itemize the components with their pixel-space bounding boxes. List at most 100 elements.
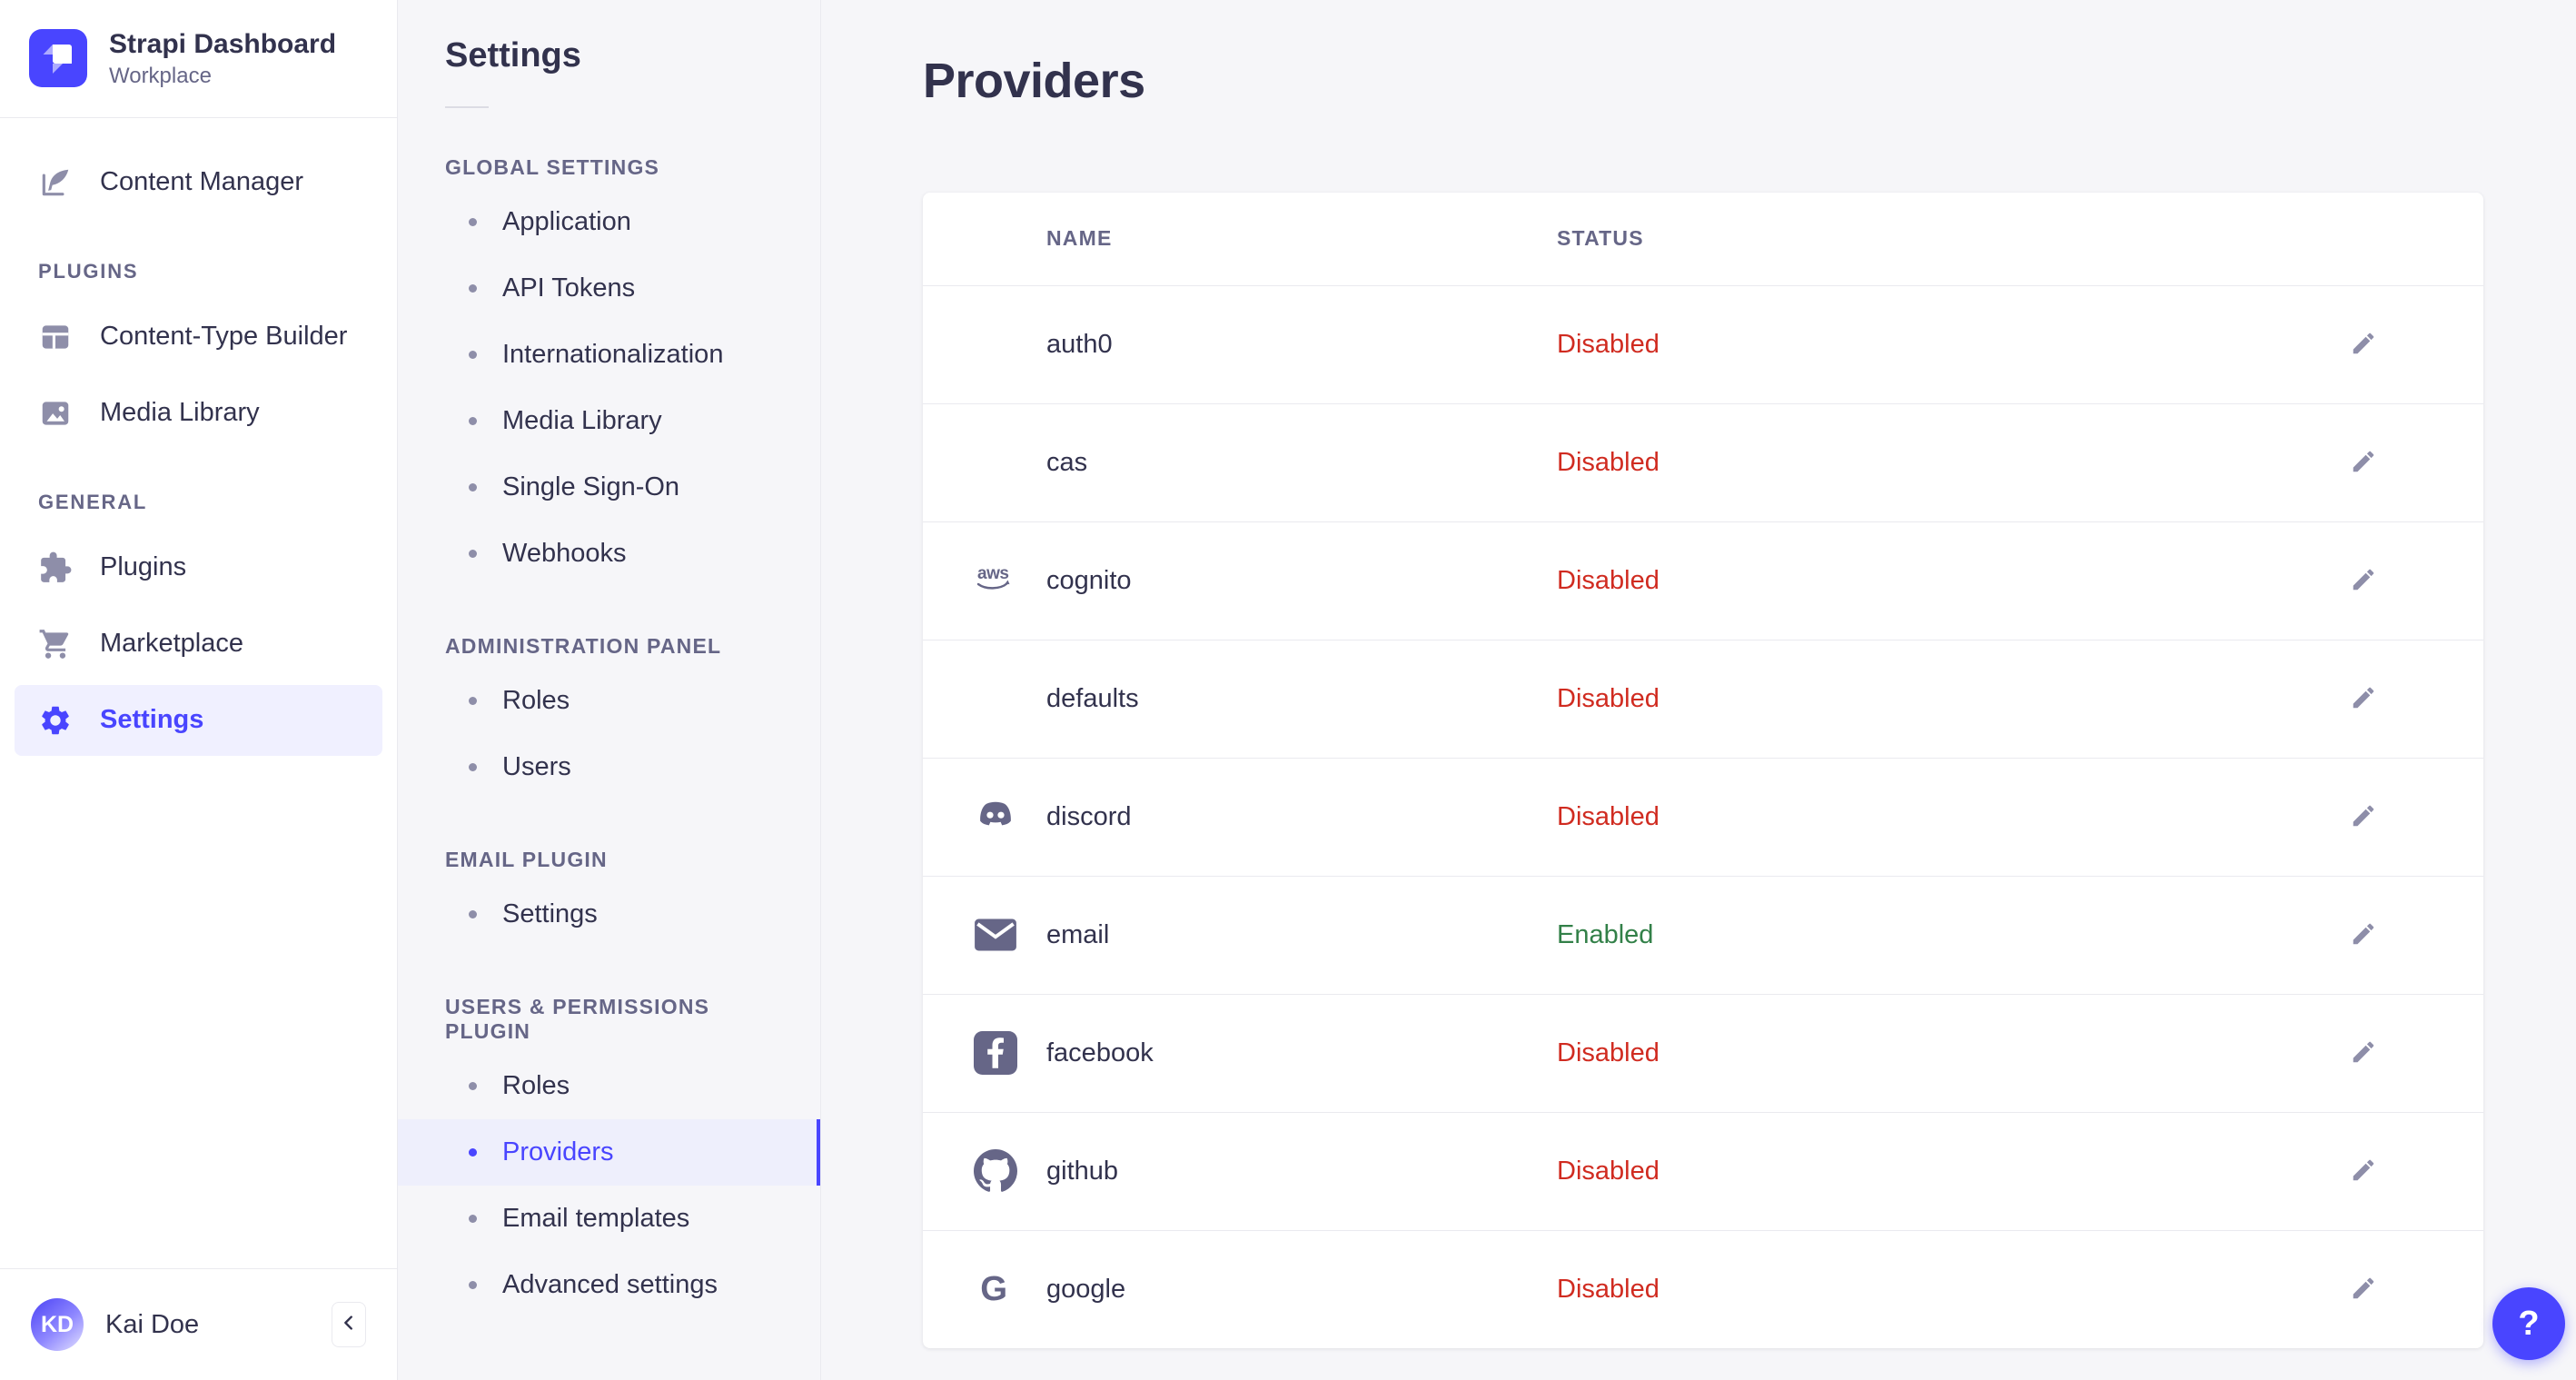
settings-nav-item-media-library[interactable]: Media Library bbox=[398, 388, 820, 454]
sidebar-item-media-library[interactable]: Media Library bbox=[15, 378, 382, 449]
table-row-auth0: auth0 Disabled bbox=[923, 284, 2483, 403]
status-badge: Disabled bbox=[1557, 1037, 1660, 1067]
settings-section-label: EMAIL PLUGIN bbox=[445, 848, 608, 871]
pencil-icon bbox=[2350, 566, 2377, 596]
edit-provider-button[interactable] bbox=[2342, 913, 2385, 957]
avatar[interactable]: KD bbox=[31, 1298, 84, 1351]
sidebar-item-content-manager[interactable]: Content Manager bbox=[15, 147, 382, 218]
collapse-sidebar-button[interactable] bbox=[332, 1302, 366, 1347]
settings-nav-item-roles[interactable]: Roles bbox=[398, 668, 820, 734]
sidebar-item-settings[interactable]: Settings bbox=[15, 684, 382, 756]
settings-nav-item-api-tokens[interactable]: API Tokens bbox=[398, 255, 820, 322]
no-icon bbox=[974, 441, 1017, 484]
table-row-cognito: aws cognito Disabled bbox=[923, 521, 2483, 640]
aws-icon: aws bbox=[974, 559, 1017, 602]
brand: Strapi Dashboard Workplace bbox=[0, 0, 397, 118]
facebook-icon bbox=[974, 1031, 1017, 1075]
bullet-icon bbox=[469, 1281, 477, 1289]
edit-provider-button[interactable] bbox=[2342, 1149, 2385, 1193]
help-button[interactable]: ? bbox=[2492, 1287, 2565, 1360]
no-icon bbox=[974, 323, 1017, 366]
column-header-actions bbox=[2302, 193, 2483, 285]
settings-section-label: USERS & PERMISSIONS PLUGIN bbox=[445, 995, 710, 1043]
provider-name: facebook bbox=[1046, 1037, 1154, 1067]
bullet-icon bbox=[469, 284, 477, 293]
settings-sidebar-title: Settings bbox=[445, 36, 581, 74]
settings-nav-item-advanced-settings[interactable]: Advanced settings bbox=[398, 1252, 820, 1318]
table-row-github: github Disabled bbox=[923, 1111, 2483, 1230]
pencil-icon bbox=[2350, 684, 2377, 714]
edit-provider-button[interactable] bbox=[2342, 559, 2385, 602]
settings-nav-item-internationalization[interactable]: Internationalization bbox=[398, 322, 820, 388]
bullet-icon bbox=[469, 697, 477, 705]
settings-nav: GLOBAL SETTINGS Application API Tokens Inte… bbox=[398, 108, 820, 1318]
table-row-discord: discord Disabled bbox=[923, 757, 2483, 876]
settings-nav-item-label: Advanced settings bbox=[502, 1270, 718, 1299]
sidebar-item-label: Marketplace bbox=[100, 629, 243, 659]
nav-section-label: PLUGINS bbox=[38, 259, 139, 283]
settings-nav-item-label: Media Library bbox=[502, 406, 662, 435]
content-manager-icon bbox=[38, 165, 73, 200]
settings-nav-item-webhooks[interactable]: Webhooks bbox=[398, 521, 820, 587]
settings-nav-item-roles[interactable]: Roles bbox=[398, 1053, 820, 1119]
status-badge: Disabled bbox=[1557, 447, 1660, 477]
settings-nav-item-application[interactable]: Application bbox=[398, 189, 820, 255]
pencil-icon bbox=[2350, 920, 2377, 950]
pencil-icon bbox=[2350, 330, 2377, 360]
pencil-icon bbox=[2350, 448, 2377, 478]
settings-nav-item-users[interactable]: Users bbox=[398, 734, 820, 800]
sidebar-item-content-type-builder[interactable]: Content-Type Builder bbox=[15, 302, 382, 372]
settings-nav-item-single-sign-on[interactable]: Single Sign-On bbox=[398, 454, 820, 521]
provider-name: cognito bbox=[1046, 565, 1132, 595]
app-title: Strapi Dashboard bbox=[109, 29, 337, 59]
sidebar-item-label: Content-Type Builder bbox=[100, 322, 348, 352]
settings-nav-item-providers[interactable]: Providers bbox=[398, 1119, 820, 1186]
edit-provider-button[interactable] bbox=[2342, 795, 2385, 839]
plugins-icon bbox=[38, 551, 73, 585]
bullet-icon bbox=[469, 483, 477, 491]
edit-provider-button[interactable] bbox=[2342, 441, 2385, 484]
provider-name: github bbox=[1046, 1156, 1119, 1186]
question-mark-icon: ? bbox=[2518, 1304, 2540, 1343]
sidebar-item-plugins[interactable]: Plugins bbox=[15, 532, 382, 603]
svg-text:aws: aws bbox=[977, 564, 1008, 583]
main-sidebar: Strapi Dashboard Workplace Content Manag… bbox=[0, 0, 398, 1380]
email-icon bbox=[974, 913, 1017, 957]
google-icon: G bbox=[974, 1267, 1017, 1311]
providers-table: NAME STATUS auth0 Disabled cas Disabled aws c… bbox=[923, 193, 2483, 1348]
settings-nav-item-label: Single Sign-On bbox=[502, 472, 680, 501]
status-badge: Disabled bbox=[1557, 329, 1660, 359]
provider-name: discord bbox=[1046, 801, 1132, 831]
sidebar-item-label: Content Manager bbox=[100, 167, 304, 197]
edit-provider-button[interactable] bbox=[2342, 1267, 2385, 1311]
bullet-icon bbox=[469, 910, 477, 918]
settings-nav-item-label: Application bbox=[502, 207, 631, 236]
settings-nav-item-email-templates[interactable]: Email templates bbox=[398, 1186, 820, 1252]
chevron-left-icon bbox=[339, 1311, 359, 1339]
settings-nav-item-label: Webhooks bbox=[502, 539, 627, 568]
content-type-builder-icon bbox=[38, 320, 73, 354]
user-name: Kai Doe bbox=[105, 1309, 200, 1339]
bullet-icon bbox=[469, 1215, 477, 1223]
edit-provider-button[interactable] bbox=[2342, 323, 2385, 366]
edit-provider-button[interactable] bbox=[2342, 1031, 2385, 1075]
media-library-icon bbox=[38, 396, 73, 431]
edit-provider-button[interactable] bbox=[2342, 677, 2385, 720]
status-badge: Disabled bbox=[1557, 801, 1660, 831]
title-divider bbox=[445, 106, 489, 108]
settings-nav-item-settings[interactable]: Settings bbox=[398, 881, 820, 948]
status-badge: Disabled bbox=[1557, 683, 1660, 713]
sidebar-item-label: Settings bbox=[100, 705, 204, 735]
nav-section-label: GENERAL bbox=[38, 490, 148, 513]
bullet-icon bbox=[469, 1082, 477, 1090]
bullet-icon bbox=[469, 1148, 477, 1157]
bullet-icon bbox=[469, 763, 477, 771]
settings-nav-item-label: Providers bbox=[502, 1137, 614, 1167]
settings-nav-item-label: Email templates bbox=[502, 1204, 690, 1233]
sidebar-footer: KD Kai Doe bbox=[0, 1268, 397, 1380]
pencil-icon bbox=[2350, 1275, 2377, 1305]
sidebar-item-marketplace[interactable]: Marketplace bbox=[15, 609, 382, 680]
table-row-facebook: facebook Disabled bbox=[923, 993, 2483, 1112]
workspace-name: Workplace bbox=[109, 63, 212, 88]
settings-nav-item-label: Roles bbox=[502, 686, 570, 715]
